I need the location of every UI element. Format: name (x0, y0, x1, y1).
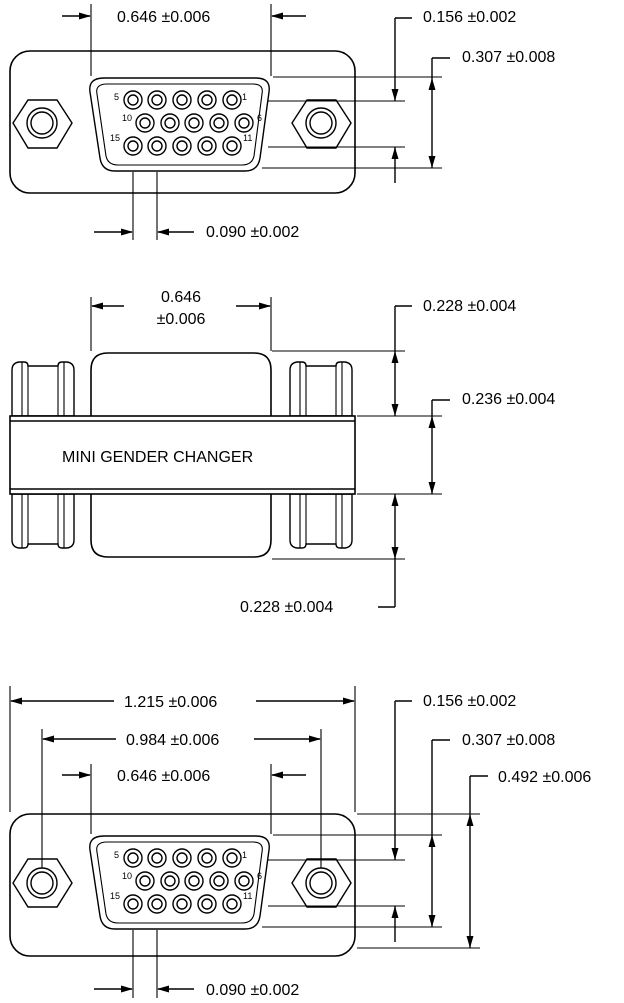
bottom-pin-label-1: 1 (242, 850, 247, 860)
pin-socket (123, 848, 143, 868)
pin-socket (160, 871, 180, 891)
pin-socket (123, 136, 143, 156)
pin-socket (197, 136, 217, 156)
top-pin-label-5: 5 (114, 92, 119, 102)
top-dim-pin-row-pitch: 0.156 ±0.002 (423, 9, 516, 26)
bottom-pin-grid (123, 848, 254, 914)
top-left-hex-nut (12, 99, 73, 149)
bottom-dim-pin-pitch: 0.090 ±0.002 (206, 982, 299, 999)
top-view: 5 1 10 6 15 11 0.646 ±0.006 0.156 ±0.002… (9, 4, 555, 241)
top-d-shell-inner (96, 83, 263, 166)
bottom-dim-shell-width: 0.646 ±0.006 (117, 768, 210, 785)
bottom-pin-label-15: 15 (110, 891, 120, 901)
pin-socket (147, 90, 167, 110)
side-dim-shell-width-tol: ±0.006 (157, 311, 206, 328)
top-pin-grid (123, 90, 254, 156)
pin-socket (197, 894, 217, 914)
side-dim-upper-shell-depth: 0.228 ±0.004 (423, 298, 516, 315)
pin-socket (172, 848, 192, 868)
side-view: MINI GENDER CHANGER 0.646 ±0.006 0.228 ±… (9, 289, 555, 616)
pin-socket (222, 894, 242, 914)
top-right-hex-nut (291, 99, 352, 149)
side-standoff-upper-right (289, 361, 353, 417)
pin-socket (222, 90, 242, 110)
bottom-dim-pin-row-pitch: 0.156 ±0.002 (423, 693, 516, 710)
pin-socket (222, 848, 242, 868)
pin-socket (172, 90, 192, 110)
bottom-pin-label-6: 6 (257, 871, 262, 881)
side-band-label: MINI GENDER CHANGER (62, 449, 253, 466)
bottom-d-shell-inner (96, 841, 263, 924)
pin-socket (197, 90, 217, 110)
side-dim-lower-shell-depth: 0.228 ±0.004 (240, 599, 333, 616)
bottom-pin-label-11: 11 (243, 891, 252, 901)
side-flange-band (9, 415, 356, 495)
side-standoff-lower-left (11, 493, 75, 549)
top-pin-label-6: 6 (257, 113, 262, 123)
pin-socket (147, 848, 167, 868)
pin-socket (222, 136, 242, 156)
pin-socket (147, 136, 167, 156)
top-dim-shell-height: 0.307 ±0.008 (462, 49, 555, 66)
top-pin-label-11: 11 (243, 133, 252, 143)
top-pin-label-1: 1 (242, 92, 247, 102)
bottom-pin-label-5: 5 (114, 850, 119, 860)
bottom-pin-label-10: 10 (122, 871, 132, 881)
side-standoff-lower-right (289, 493, 353, 549)
side-lower-shell (90, 489, 272, 558)
pin-socket (209, 113, 229, 133)
pin-socket (123, 894, 143, 914)
bottom-d-shell-outer (89, 835, 270, 930)
pin-socket (123, 90, 143, 110)
top-pin-label-10: 10 (122, 113, 132, 123)
pin-socket (234, 113, 254, 133)
side-dim-band-thickness: 0.236 ±0.004 (462, 391, 555, 408)
top-d-shell-outer (89, 77, 270, 172)
pin-socket (184, 871, 204, 891)
pin-socket (135, 871, 155, 891)
bottom-dim-overall-width: 1.215 ±0.006 (124, 694, 217, 711)
pin-socket (184, 113, 204, 133)
pin-socket (172, 136, 192, 156)
bottom-dim-shell-height: 0.307 ±0.008 (462, 732, 555, 749)
pin-socket (147, 894, 167, 914)
bottom-dim-flange-height: 0.492 ±0.006 (498, 769, 591, 786)
side-standoff-upper-left (11, 361, 75, 417)
pin-socket (234, 871, 254, 891)
pin-socket (135, 113, 155, 133)
top-pin-label-15: 15 (110, 133, 120, 143)
top-dim-pin-pitch: 0.090 ±0.002 (206, 224, 299, 241)
side-upper-shell (90, 352, 272, 421)
pin-socket (160, 113, 180, 133)
top-dim-shell-width: 0.646 ±0.006 (117, 9, 210, 26)
bottom-view: 5 1 10 6 15 11 1.215 ±0.006 0.984 ±0.006… (9, 686, 591, 999)
pin-socket (209, 871, 229, 891)
bottom-dim-hole-spacing: 0.984 ±0.006 (126, 732, 219, 749)
pin-socket (172, 894, 192, 914)
pin-socket (197, 848, 217, 868)
side-dim-shell-width-value: 0.646 (161, 289, 201, 306)
